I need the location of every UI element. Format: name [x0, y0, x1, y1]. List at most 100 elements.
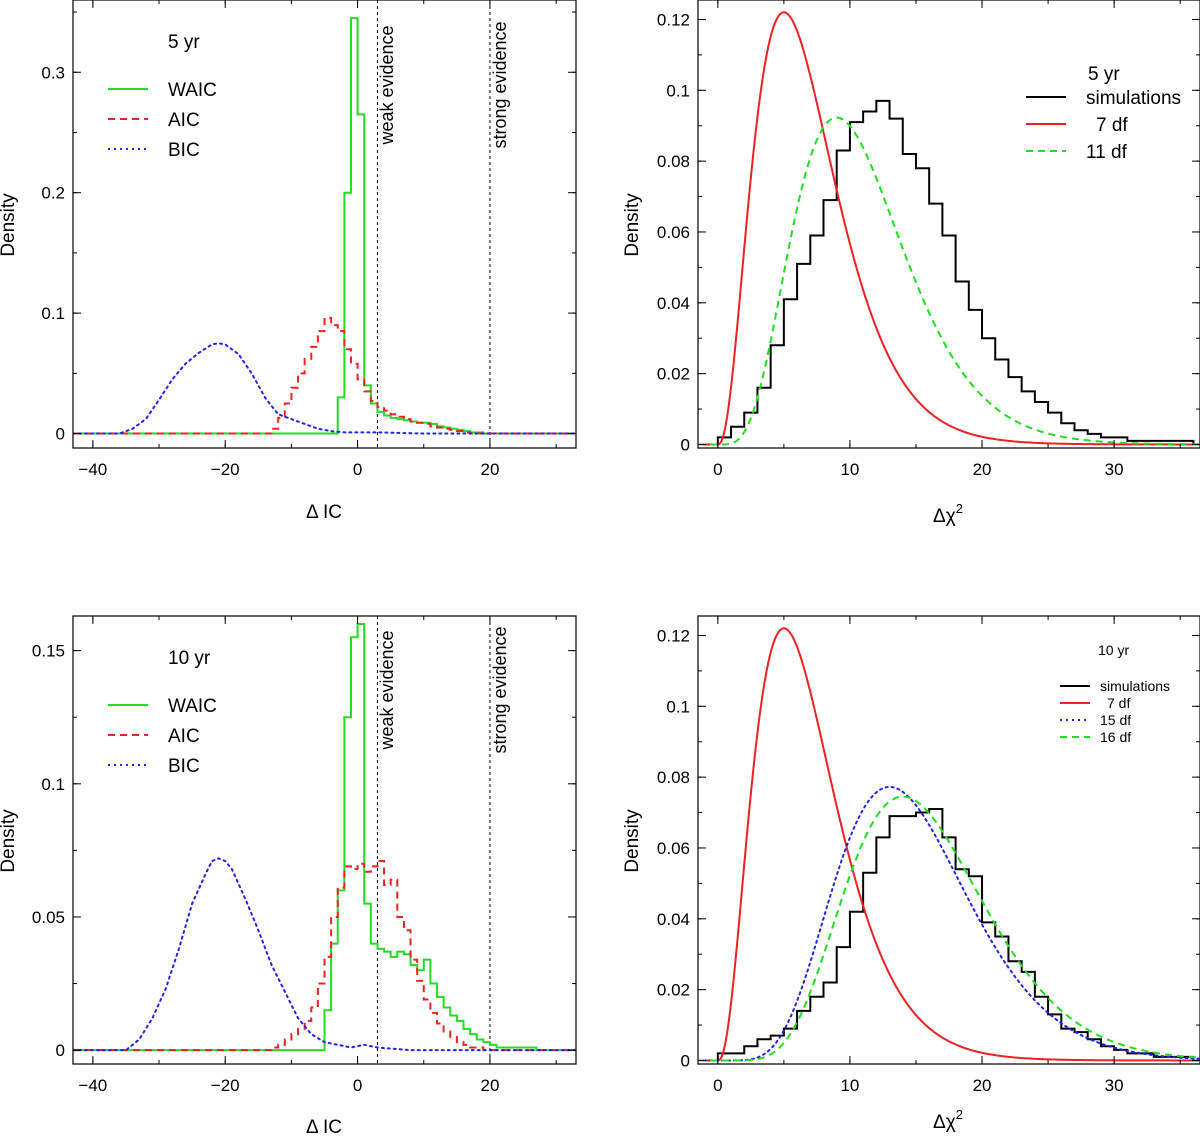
legend-label-7df: 7 df — [1096, 115, 1128, 136]
legend: simulations 7 df 11 df — [1026, 88, 1181, 163]
strong-evidence-label: strong evidence — [490, 21, 510, 148]
y-axis-title: Density — [0, 193, 19, 257]
x-tick-label: −20 — [211, 460, 240, 479]
y-tick-label: 0.04 — [657, 294, 690, 313]
x-tick-label: 20 — [973, 1076, 992, 1095]
y-tick-label: 0.1 — [41, 775, 65, 794]
panel-annotation: 5 yr — [1088, 64, 1120, 85]
y-tick-label: 0.02 — [657, 981, 690, 1000]
x-axis-title-main: Δχ — [933, 1112, 956, 1133]
x-axis-title-superscript: 2 — [956, 501, 963, 516]
x-tick-label: −40 — [78, 460, 107, 479]
y-tick-label: 0 — [56, 425, 65, 444]
series-bic — [73, 857, 576, 1052]
weak-evidence-label: weak evidence — [377, 630, 397, 750]
legend-label-bic: BIC — [168, 756, 200, 777]
y-tick-label: 0.1 — [666, 697, 690, 716]
series-layer — [73, 0, 576, 448]
y-axis-title: Density — [0, 809, 19, 873]
legend-label-aic: AIC — [168, 726, 200, 747]
panel-annotation: 10 yr — [168, 648, 211, 669]
series-simulations — [716, 808, 1195, 1061]
y-tick-label: 0.02 — [657, 365, 690, 384]
legend-label-waic: WAIC — [168, 80, 217, 101]
y-tick-label: 0.3 — [41, 63, 65, 82]
panel-10yr-delta-ic: −40 −20 0 20 0 0.05 0.1 0.15 Δ IC Density 10 yr… — [0, 615, 577, 1136]
series-layer — [698, 11, 1200, 446]
axis-ticks: −40 −20 0 20 0 0.05 0.1 0.15 — [32, 616, 576, 1095]
legend-label-15df: 15 df — [1100, 712, 1131, 728]
axis-ticks: 0 10 20 30 0 0.02 0.04 0.06 0.08 0.1 0.12 — [657, 0, 1200, 479]
x-axis-title-superscript: 2 — [956, 1107, 963, 1122]
weak-evidence-label: weak evidence — [377, 25, 397, 145]
legend-label-11df: 11 df — [1086, 142, 1128, 163]
y-tick-label: 0 — [681, 1051, 690, 1070]
panel-10yr-delta-chi2: 0 10 20 30 0 0.02 0.04 0.06 0.08 0.1 0.12 Δχ2 Dens… — [622, 615, 1200, 1133]
x-tick-label: 0 — [353, 460, 362, 479]
x-tick-label: 0 — [713, 1076, 722, 1095]
series-7-df — [698, 11, 1200, 446]
axis-ticks: 0 10 20 30 0 0.02 0.04 0.06 0.08 0.1 0.12 — [657, 616, 1200, 1095]
legend-label-aic: AIC — [168, 110, 200, 131]
y-tick-label: 0.15 — [32, 642, 65, 661]
y-tick-label: 0.12 — [657, 626, 690, 645]
y-tick-label: 0.12 — [657, 10, 690, 29]
y-axis-title: Density — [622, 193, 643, 257]
series-15-df — [698, 785, 1200, 1062]
series-layer — [73, 616, 576, 1064]
y-tick-label: 0 — [681, 435, 690, 454]
x-tick-label: 20 — [973, 460, 992, 479]
panel-5yr-delta-chi2: 0 10 20 30 0 0.02 0.04 0.06 0.08 0.1 0.12 Δχ2 Dens… — [622, 0, 1200, 527]
y-tick-label: 0.08 — [657, 768, 690, 787]
y-tick-label: 0 — [56, 1041, 65, 1060]
x-tick-label: 20 — [480, 1076, 499, 1095]
plot-frame — [697, 615, 1200, 1065]
series-bic — [73, 342, 576, 435]
series-16-df — [698, 795, 1200, 1062]
x-tick-label: 20 — [480, 460, 499, 479]
y-tick-label: 0.2 — [41, 184, 65, 203]
x-tick-label: 10 — [840, 460, 859, 479]
series-aic — [73, 316, 576, 435]
y-tick-label: 0.08 — [657, 152, 690, 171]
plot-frame — [72, 0, 577, 449]
x-axis-title: Δχ2 — [933, 501, 963, 527]
x-tick-label: −40 — [78, 1076, 107, 1095]
legend-label-16df: 16 df — [1100, 729, 1131, 745]
y-tick-label: 0.04 — [657, 910, 690, 929]
x-axis-title: Δ IC — [306, 1117, 342, 1136]
legend: simulations 7 df 15 df 16 df — [1060, 678, 1170, 745]
legend: WAIC AIC BIC — [108, 696, 217, 777]
axis-ticks: −40 −20 0 20 0 0.1 0.2 0.3 — [41, 0, 576, 479]
panel-5yr-delta-ic: −40 −20 0 20 0 0.1 0.2 0.3 Δ IC Density 5 yr WA… — [0, 0, 577, 523]
series-layer — [698, 627, 1200, 1062]
series-simulations — [716, 99, 1195, 445]
x-axis-title-main: Δχ — [933, 506, 956, 527]
y-tick-label: 0.05 — [32, 908, 65, 927]
x-tick-label: 10 — [840, 1076, 859, 1095]
plot-frame — [72, 615, 577, 1065]
panel-annotation: 5 yr — [168, 32, 200, 53]
x-axis-title: Δ IC — [306, 502, 342, 523]
legend-label-simulations: simulations — [1086, 88, 1181, 109]
legend-label-waic: WAIC — [168, 696, 217, 717]
x-axis-title: Δχ2 — [933, 1107, 963, 1133]
series-11-df — [698, 116, 1200, 446]
y-axis-title: Density — [622, 809, 643, 873]
legend-label-7df: 7 df — [1107, 695, 1130, 711]
series-aic — [73, 860, 576, 1052]
x-tick-label: 0 — [353, 1076, 362, 1095]
y-tick-label: 0.1 — [666, 81, 690, 100]
strong-evidence-label: strong evidence — [490, 626, 510, 753]
plot-frame — [697, 0, 1200, 449]
legend: WAIC AIC BIC — [108, 80, 217, 161]
y-tick-label: 0.06 — [657, 223, 690, 242]
y-tick-label: 0.06 — [657, 839, 690, 858]
x-tick-label: −20 — [211, 1076, 240, 1095]
legend-label-simulations: simulations — [1100, 678, 1170, 694]
y-tick-label: 0.1 — [41, 304, 65, 323]
legend-label-bic: BIC — [168, 140, 200, 161]
series-7-df — [698, 627, 1200, 1062]
x-tick-label: 30 — [1105, 460, 1124, 479]
